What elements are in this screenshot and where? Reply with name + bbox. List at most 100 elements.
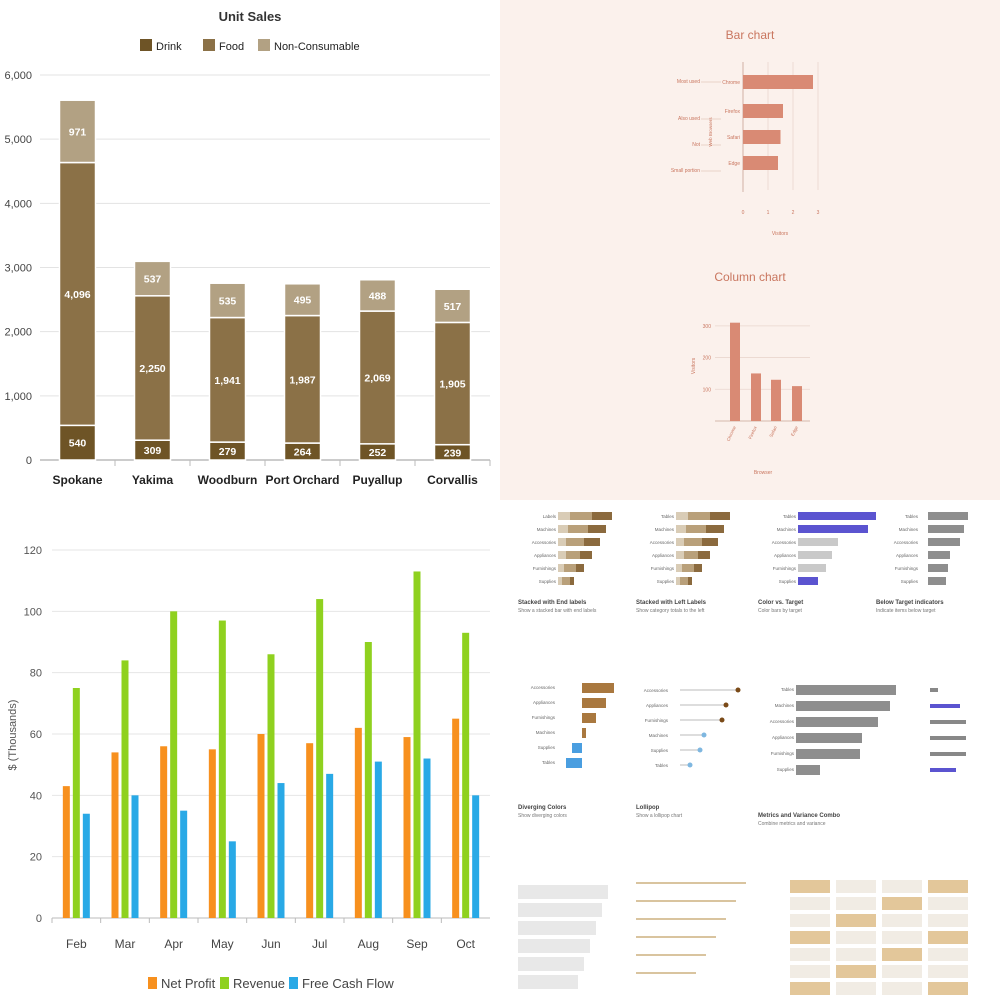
gallery-bar-label: Machines xyxy=(536,730,556,735)
gallery-lollipop-dot xyxy=(723,702,729,708)
gallery-faded-line xyxy=(636,882,746,884)
gallery-bar xyxy=(570,512,592,520)
gallery-bar xyxy=(572,743,582,753)
gallery-bar xyxy=(798,512,876,520)
fin-legend-label: Revenue xyxy=(233,976,285,991)
fin-bar xyxy=(316,599,324,918)
data-label: 971 xyxy=(69,126,87,138)
data-label: 535 xyxy=(219,295,237,307)
bar-segment xyxy=(58,161,97,427)
gallery-table-cell xyxy=(882,948,922,961)
bar-cat-label: Safari xyxy=(727,135,740,141)
gallery-table-cell xyxy=(882,931,922,944)
gallery-table-cell xyxy=(790,914,830,927)
gallery-bar-label: Furnishings xyxy=(533,566,557,571)
gallery-bar xyxy=(688,512,710,520)
gallery-table-cell xyxy=(836,965,876,978)
gallery-bar-label: Machines xyxy=(655,527,675,532)
gallery-bar xyxy=(694,564,702,572)
fin-x-tick: Jul xyxy=(312,937,327,951)
gallery-bar xyxy=(688,577,692,585)
gallery-bar xyxy=(680,577,688,585)
y-tick-5: 5,000 xyxy=(4,134,32,146)
gallery-variance-bar xyxy=(930,720,966,724)
gallery-bar xyxy=(582,728,586,738)
gallery-bar xyxy=(558,525,568,533)
gallery-bar xyxy=(684,538,702,546)
x-tick-0: Spokane xyxy=(52,473,102,487)
bar-segment xyxy=(208,282,247,319)
gallery-bar xyxy=(558,538,566,546)
data-label: 279 xyxy=(219,446,237,458)
gallery-faded-line xyxy=(636,954,706,956)
gallery-table-cell xyxy=(836,948,876,961)
gallery-table-cell xyxy=(928,948,968,961)
y-tick-6: 6,000 xyxy=(4,70,32,82)
gallery-bar xyxy=(796,765,820,775)
bar-segment xyxy=(358,279,397,312)
legend-swatch-1 xyxy=(203,39,215,51)
gallery-bar-label: Appliances xyxy=(646,703,669,708)
gallery-bar xyxy=(582,683,614,693)
fin-bar xyxy=(121,660,129,918)
fin-bar xyxy=(180,810,188,918)
fin-bar xyxy=(413,571,421,918)
data-label: 4,096 xyxy=(64,289,90,301)
bar-segment xyxy=(208,316,247,443)
gallery-variance-bar xyxy=(930,768,956,772)
gallery-bar-label: Supplies xyxy=(777,767,795,772)
fin-bar xyxy=(452,718,460,918)
unit-sales-chart-panel: Unit Sales Drink Food Non-Consumable 0 1,000 2… xyxy=(0,0,500,500)
data-label: 309 xyxy=(144,445,162,457)
gallery-bar xyxy=(798,577,818,585)
gallery-bar-label: Appliances xyxy=(533,700,556,705)
gallery-bar xyxy=(928,512,968,520)
gallery-title-2: Color vs. Target xyxy=(758,600,804,606)
fin-bar xyxy=(218,620,226,918)
chart-gallery-panel: Labels Machines Accessories Appliances Furni… xyxy=(500,500,1000,1000)
gallery-bar-label: Supplies xyxy=(779,579,797,584)
gallery-bar-label: Furnishings xyxy=(895,566,919,571)
gallery-bar-label: Machines xyxy=(775,703,795,708)
gallery-bar-label: Tables xyxy=(542,760,556,765)
x-tick-5: Corvallis xyxy=(427,473,478,487)
gallery-bar-label: Accessories xyxy=(772,540,797,545)
column-y-tick: 100 xyxy=(703,387,712,393)
fin-legend-swatch xyxy=(148,977,157,989)
gallery-lollipop-dot xyxy=(687,762,693,768)
gallery-bar-label: Tables xyxy=(783,514,797,519)
gallery-bar-label: Furnishings xyxy=(651,566,675,571)
gallery-bar xyxy=(798,538,838,546)
gallery-bar xyxy=(558,577,562,585)
gallery-table-cell xyxy=(882,965,922,978)
gallery-bar xyxy=(798,525,868,533)
gallery-bar xyxy=(570,577,574,585)
gallery-title-6: Metrics and Variance Combo xyxy=(758,813,841,819)
fin-x-tick: Aug xyxy=(358,937,379,951)
gallery-bar xyxy=(558,512,570,520)
unit-sales-chart: Unit Sales Drink Food Non-Consumable 0 1,000 2… xyxy=(4,9,491,487)
fin-bar xyxy=(306,743,314,918)
data-label: 495 xyxy=(294,295,312,307)
column-rect xyxy=(751,373,761,421)
fin-legend-label: Net Profit xyxy=(161,976,216,991)
gallery-table-cell xyxy=(928,880,968,893)
gallery-bar-label: Machines xyxy=(899,527,919,532)
gallery-variance-bar xyxy=(930,736,966,740)
gallery-table-cell xyxy=(836,931,876,944)
financial-chart: 0 20 40 60 80 100 120 $ (Thousands) Feb Mar Apr May… xyxy=(7,545,490,991)
gallery-bar-label: Furnishings xyxy=(645,718,669,723)
fin-y-tick: 60 xyxy=(30,729,42,741)
fin-legend-swatch xyxy=(289,977,298,989)
browser-charts-panel: Bar chart 0 1 2 3 Chrome Most used Firefox Also … xyxy=(500,0,1000,500)
gallery-bar xyxy=(796,701,890,711)
data-label: 537 xyxy=(144,274,162,286)
gallery-bar-label: Accessories xyxy=(644,688,669,693)
gallery-table-cell xyxy=(882,914,922,927)
bar-x-tick: 0 xyxy=(742,210,745,216)
gallery-bar xyxy=(928,551,950,559)
bar-rect xyxy=(743,130,781,144)
column-x-axis-label: Browser xyxy=(754,470,773,476)
fin-x-tick: Sep xyxy=(406,937,428,951)
gallery-bar-label: Furnishings xyxy=(773,566,797,571)
